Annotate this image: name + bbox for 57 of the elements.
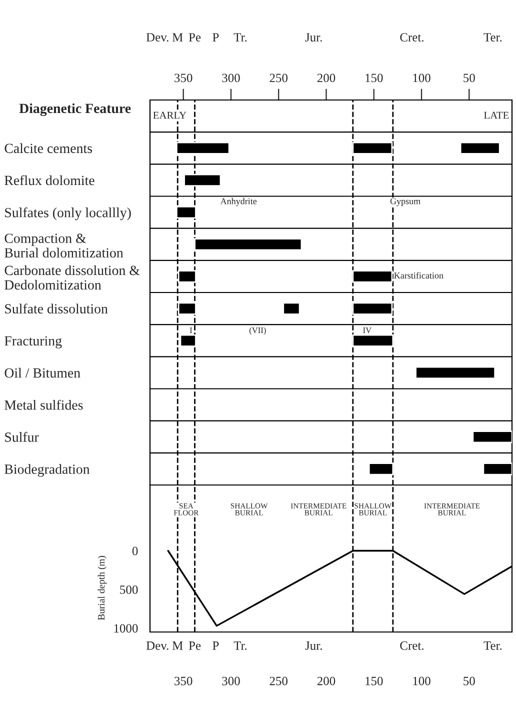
x-tick-label: 50 bbox=[464, 676, 475, 686]
y-axis-title: Diagenetic Feature bbox=[19, 103, 131, 116]
y-tick-label: Calcite cements bbox=[4, 143, 92, 154]
annotation: IV bbox=[363, 328, 372, 334]
annotation: Anhydrite bbox=[220, 198, 257, 206]
text: Dev. bbox=[146, 33, 168, 42]
y-tick-label: Metal sulfides bbox=[4, 400, 83, 410]
text: Jur. bbox=[305, 642, 322, 650]
annotation: EARLY bbox=[153, 112, 186, 119]
text: Dev. bbox=[146, 642, 168, 650]
y-axis-title: Burial depth (m) bbox=[98, 556, 107, 620]
x-tick-label: 50 bbox=[464, 74, 475, 82]
annotation: Gypsum bbox=[390, 198, 420, 206]
y-tick-label: 500 bbox=[120, 585, 138, 594]
y-tick-label: 0 bbox=[132, 546, 138, 556]
y-tick-label: Sulfur bbox=[5, 432, 39, 442]
x-tick-label: 200 bbox=[317, 74, 336, 82]
text: Jur. bbox=[305, 33, 322, 42]
annotation: (VII) bbox=[249, 327, 266, 335]
y-tick-label: Carbonate dissolution & Dedolomitization bbox=[4, 265, 140, 290]
annotation: Karstification bbox=[394, 272, 444, 279]
y-tick-label: Compaction & Burial dolomitization bbox=[4, 234, 124, 258]
text: Tr. bbox=[234, 33, 247, 42]
x-tick-label: 250 bbox=[270, 676, 288, 686]
x-tick-label: 300 bbox=[222, 676, 240, 686]
x-tick-label: 200 bbox=[317, 676, 336, 686]
text: Pe bbox=[188, 642, 201, 650]
y-tick-label: Biodegradation bbox=[4, 464, 90, 477]
annotation: I bbox=[190, 328, 192, 334]
text: P bbox=[212, 33, 219, 42]
x-tick-label: 350 bbox=[174, 74, 192, 82]
annotation: LATE bbox=[484, 112, 509, 119]
text: Ter. bbox=[484, 642, 502, 650]
text: P bbox=[212, 642, 219, 650]
bar bbox=[460, 142, 500, 154]
y-tick-label: Reflux dolomite bbox=[4, 175, 94, 186]
bar bbox=[415, 366, 496, 380]
text: Cret. bbox=[400, 33, 424, 42]
text: M bbox=[172, 33, 183, 42]
text: Ter. bbox=[484, 33, 502, 42]
y-tick-label: Sulfates (only locallly) bbox=[5, 207, 131, 220]
y-tick-label: Sulfate dissolution bbox=[5, 304, 108, 314]
bar bbox=[282, 302, 300, 315]
y-tick-label: Oil / Bitumen bbox=[4, 368, 80, 378]
y-tick-label: Fracturing bbox=[4, 336, 62, 348]
y-tick-label: 1000 bbox=[114, 624, 138, 633]
text: M bbox=[172, 642, 183, 650]
x-tick-label: 150 bbox=[366, 676, 383, 686]
x-tick-label: 250 bbox=[270, 74, 288, 82]
x-tick-label: 150 bbox=[366, 74, 383, 82]
x-tick-label: 350 bbox=[174, 676, 192, 686]
x-tick-label: 100 bbox=[413, 74, 430, 82]
text: Cret. bbox=[400, 641, 424, 650]
text: Tr. bbox=[234, 642, 247, 650]
x-tick-label: 100 bbox=[413, 676, 430, 686]
text: Pe bbox=[188, 33, 201, 42]
x-tick-label: 300 bbox=[222, 74, 240, 82]
